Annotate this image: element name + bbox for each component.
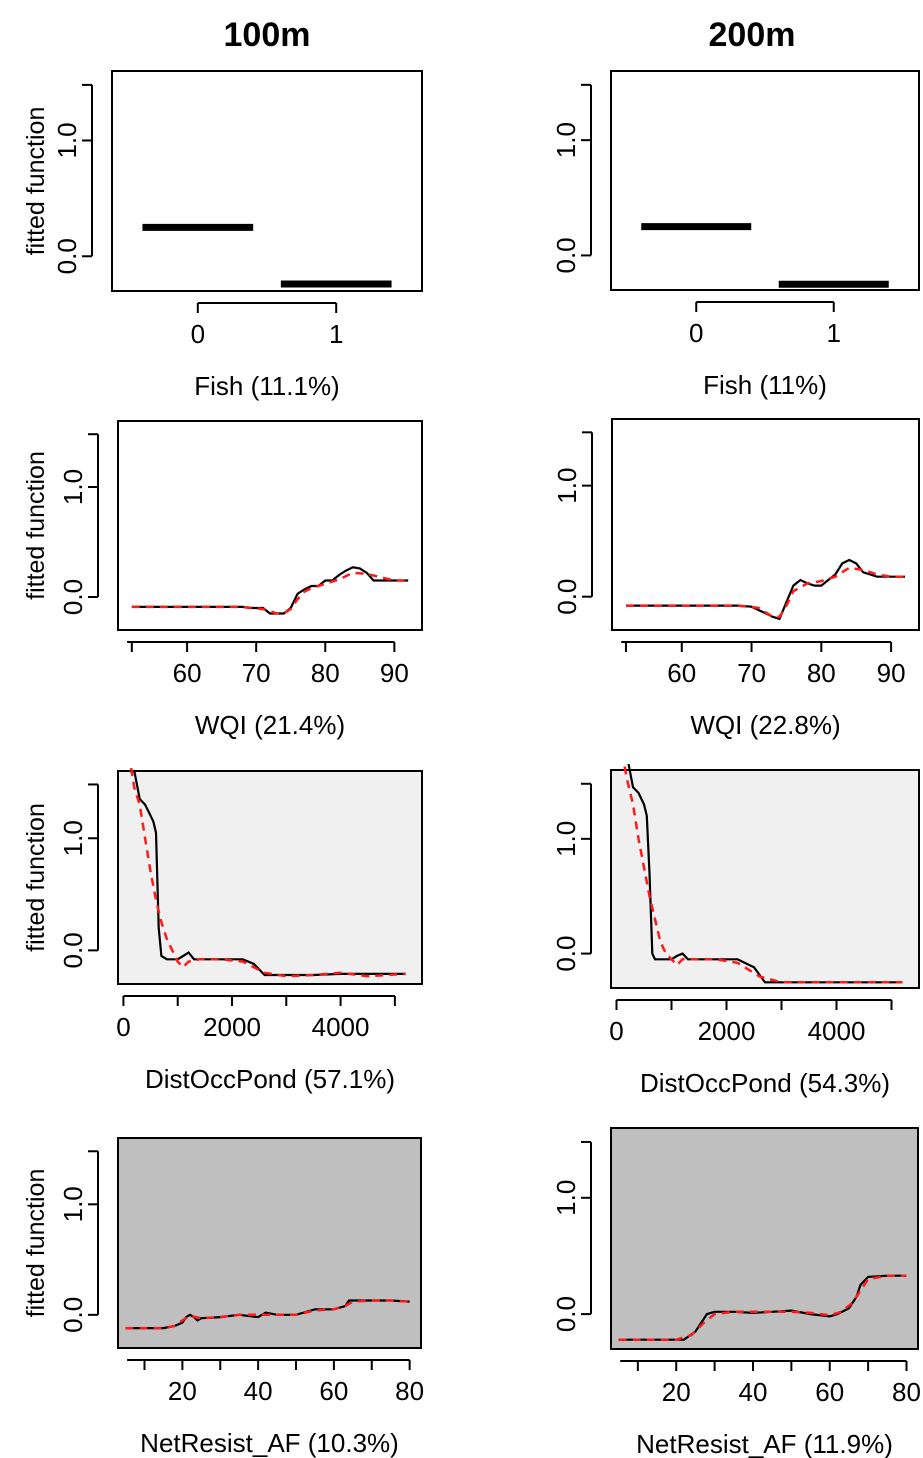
panel-5-y-tick-label: 0.0 bbox=[58, 932, 88, 968]
panel-7-y-axis-title: fitted function bbox=[22, 1169, 50, 1318]
panel-8: 0.0 1.0 20 40 60 80 NetResist_AF (11.9%) bbox=[551, 1127, 921, 1458]
panel-4-x-tick-label: 90 bbox=[877, 658, 906, 688]
panel-5-y-axis-title: fitted function bbox=[22, 803, 50, 952]
panel-5-y-tick-label: 1.0 bbox=[58, 820, 88, 856]
panel-8-x-tick-label: 60 bbox=[815, 1377, 844, 1407]
panel-6-plot-area bbox=[610, 769, 920, 989]
panel-3-x-tick-label: 70 bbox=[242, 658, 271, 688]
panel-2-y-tick-label: 1.0 bbox=[551, 122, 581, 158]
panel-4-y-tick-label: 0.0 bbox=[552, 579, 582, 615]
panel-4-x-axis-title: WQI (22.8%) bbox=[690, 710, 840, 740]
panel-7-plot-area bbox=[117, 1137, 422, 1349]
panel-2-x-axis-title: Fish (11%) bbox=[703, 370, 827, 400]
panel-6-smoothed-line bbox=[622, 764, 903, 984]
panel-8-x-axis-title: NetResist_AF (11.9%) bbox=[636, 1429, 893, 1458]
panel-8-smoothed-line bbox=[618, 1274, 907, 1341]
panel-7-y-tick-label: 1.0 bbox=[58, 1186, 88, 1222]
panel-6-x-tick-label: 0 bbox=[609, 1016, 623, 1046]
panel-6: 0.0 1.0 0 2000 4000 DistOccPond (54.3%) bbox=[551, 764, 920, 1098]
panel-6-x-tick-label: 4000 bbox=[808, 1016, 866, 1046]
panel-3-x-tick-label: 60 bbox=[173, 658, 202, 688]
panel-6-y-tick-label: 0.0 bbox=[551, 936, 581, 972]
panel-1-plot-area bbox=[111, 70, 423, 292]
panel-4-x-tick-label: 60 bbox=[667, 658, 696, 688]
panel-5-x-tick-label: 4000 bbox=[312, 1012, 370, 1042]
panel-8-plot-area bbox=[610, 1127, 919, 1350]
panel-1-x-tick-label: 1 bbox=[329, 319, 343, 349]
panel-2-x-tick-label: 1 bbox=[827, 318, 841, 348]
panel-6-x-tick-label: 2000 bbox=[698, 1016, 756, 1046]
panel-7-x-tick-label: 20 bbox=[168, 1376, 197, 1406]
panel-3-x-tick-label: 90 bbox=[380, 658, 409, 688]
panel-3-x-tick-label: 80 bbox=[311, 658, 340, 688]
panel-5-x-tick-label: 0 bbox=[116, 1012, 130, 1042]
panel-2-y-tick-label: 0.0 bbox=[551, 237, 581, 273]
panel-1-y-tick-label: 0.0 bbox=[52, 238, 82, 274]
panel-4-x-tick-label: 70 bbox=[737, 658, 766, 688]
panel-5-plot-area bbox=[117, 770, 423, 985]
panel-3-y-axis-title: fitted function bbox=[22, 451, 50, 600]
panel-8-x-tick-label: 80 bbox=[892, 1377, 921, 1407]
panel-1-y-axis-title: fitted function bbox=[22, 107, 50, 256]
panel-7-x-tick-label: 80 bbox=[395, 1376, 424, 1406]
panel-8-y-tick-label: 0.0 bbox=[551, 1296, 581, 1332]
panel-5-fitted-line bbox=[128, 769, 406, 977]
panel-8-x-tick-label: 20 bbox=[662, 1377, 691, 1407]
column-title-100m: 100m bbox=[224, 16, 311, 54]
panel-3-x-axis-title: WQI (21.4%) bbox=[195, 710, 345, 740]
panel-3-y-tick-label: 1.0 bbox=[58, 469, 88, 505]
panel-3-fitted-line bbox=[131, 566, 409, 615]
panel-6-y-tick-label: 1.0 bbox=[551, 821, 581, 857]
panel-4: 0.0 1.0 60 70 80 90 WQI (22.8%) bbox=[552, 418, 920, 740]
column-title-200m: 200m bbox=[709, 16, 796, 54]
panel-3-plot-area bbox=[117, 420, 423, 631]
panel-7-smoothed-line bbox=[125, 1299, 410, 1330]
panel-8-y-tick-label: 1.0 bbox=[551, 1180, 581, 1216]
panel-4-x-tick-label: 80 bbox=[807, 658, 836, 688]
panel-5: 0.0 1.0 fitted function 0 2000 4000 DistOccPon… bbox=[22, 765, 423, 1094]
panel-8-x-tick-label: 40 bbox=[739, 1377, 768, 1407]
panel-3-y-tick-label: 0.0 bbox=[58, 579, 88, 615]
panel-5-x-axis-title: DistOccPond (57.1%) bbox=[145, 1064, 395, 1094]
panel-2-x-tick-label: 0 bbox=[689, 318, 703, 348]
panel-5-x-tick-label: 2000 bbox=[203, 1012, 261, 1042]
panel-3-smoothed-line bbox=[131, 571, 409, 615]
panel-1-x-axis-title: Fish (11.1%) bbox=[194, 371, 339, 401]
panel-2-plot-area bbox=[610, 70, 920, 291]
panel-7-y-tick-label: 0.0 bbox=[58, 1297, 88, 1333]
panel-3: 0.0 1.0 fitted function 60 70 80 90 WQI (21.4%) bbox=[22, 420, 423, 740]
panel-4-y-tick-label: 1.0 bbox=[552, 468, 582, 504]
panel-4-smoothed-line bbox=[626, 566, 905, 618]
panel-6-fitted-line bbox=[627, 764, 903, 984]
panel-7: 0.0 1.0 fitted function 20 40 60 80 NetResist_A… bbox=[22, 1137, 424, 1458]
panel-1-x-tick-label: 0 bbox=[191, 319, 205, 349]
panel-4-plot-area bbox=[611, 418, 920, 631]
panel-6-x-axis-title: DistOccPond (54.3%) bbox=[640, 1068, 890, 1098]
panel-8-fitted-line bbox=[618, 1274, 907, 1341]
panel-7-x-tick-label: 60 bbox=[319, 1376, 348, 1406]
panel-1-y-tick-label: 1.0 bbox=[52, 122, 82, 158]
panel-7-x-tick-label: 40 bbox=[244, 1376, 273, 1406]
panel-7-x-axis-title: NetResist_AF (10.3%) bbox=[140, 1428, 399, 1458]
